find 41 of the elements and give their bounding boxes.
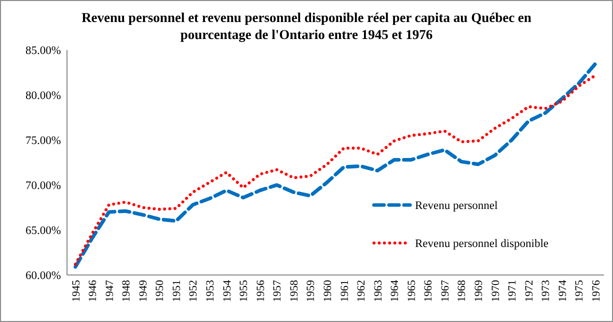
x-tick-label: 1966 <box>422 280 435 302</box>
legend-label: Revenu personnel disponible <box>415 238 549 250</box>
x-tick-label: 1959 <box>305 280 318 302</box>
x-tick-label: 1969 <box>472 280 485 302</box>
x-tick-label: 1957 <box>272 280 284 302</box>
x-tick-label: 1947 <box>104 280 116 302</box>
x-tick-label: 1960 <box>322 280 334 302</box>
x-tick-label: 1964 <box>389 280 402 302</box>
x-tick-label: 1973 <box>540 280 552 302</box>
x-tick-label: 1948 <box>120 280 133 302</box>
x-tick-label: 1965 <box>406 280 418 302</box>
x-tick-label: 1950 <box>154 280 166 302</box>
x-tick-label: 1975 <box>574 280 586 302</box>
x-tick-label: 1954 <box>221 280 234 302</box>
x-tick-label: 1971 <box>506 280 519 302</box>
x-tick-label: 1956 <box>254 280 267 302</box>
x-tick-label: 1968 <box>456 280 468 302</box>
x-tick-label: 1972 <box>523 280 536 302</box>
x-tick-label: 1961 <box>338 280 351 302</box>
x-tick-label: 1967 <box>439 280 452 302</box>
y-tick-label: 75.00% <box>26 135 62 148</box>
legend-label: Revenu personnel <box>415 200 498 212</box>
x-tick-label: 1970 <box>490 280 502 302</box>
x-tick-label: 1952 <box>188 280 200 302</box>
x-tick-label: 1946 <box>87 280 100 302</box>
chart-title: Revenu personnel et revenu personnel disponible réel per capita au Québec en pourcentage de l'Ontario entre 1945 et 1976 <box>82 10 532 42</box>
x-tick-label: 1974 <box>556 280 569 302</box>
x-tick-label: 1949 <box>137 280 150 302</box>
y-tick-label: 85.00% <box>26 45 62 58</box>
y-tick-label: 65.00% <box>26 225 62 238</box>
y-tick-label: 60.00% <box>26 270 62 282</box>
x-tick-label: 1953 <box>204 280 216 302</box>
x-tick-label: 1951 <box>170 280 183 302</box>
x-tick-label: 1955 <box>238 280 250 302</box>
x-tick-label: 1963 <box>372 280 384 302</box>
x-tick-label: 1958 <box>288 280 300 302</box>
y-tick-label: 70.00% <box>26 180 62 192</box>
x-tick-label: 1976 <box>590 280 602 302</box>
x-tick-label: 1945 <box>70 280 82 302</box>
y-tick-label: 80.00% <box>26 90 62 102</box>
x-tick-label: 1962 <box>356 280 368 302</box>
